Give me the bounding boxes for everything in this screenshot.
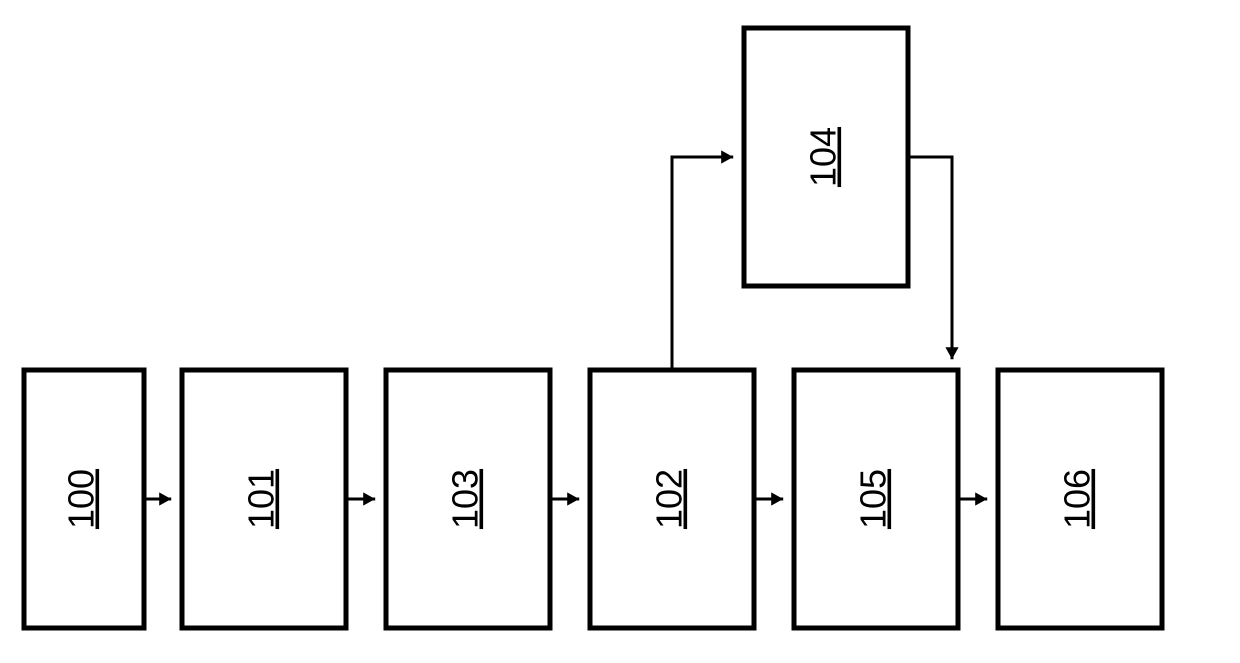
node-label-106: 106 (1057, 469, 1098, 529)
node-101: 101 (182, 370, 346, 628)
node-label-103: 103 (445, 469, 486, 529)
node-104: 104 (744, 28, 908, 286)
node-label-101: 101 (241, 469, 282, 529)
node-label-100: 100 (61, 469, 102, 529)
node-105: 105 (794, 370, 958, 628)
edge-n102-n104 (672, 157, 733, 370)
edge-n104-n105 (908, 157, 952, 359)
node-100: 100 (24, 370, 144, 628)
node-label-102: 102 (649, 469, 690, 529)
node-106: 106 (998, 370, 1162, 628)
node-label-105: 105 (853, 469, 894, 529)
node-label-104: 104 (803, 127, 844, 187)
node-102: 102 (590, 370, 754, 628)
node-103: 103 (386, 370, 550, 628)
